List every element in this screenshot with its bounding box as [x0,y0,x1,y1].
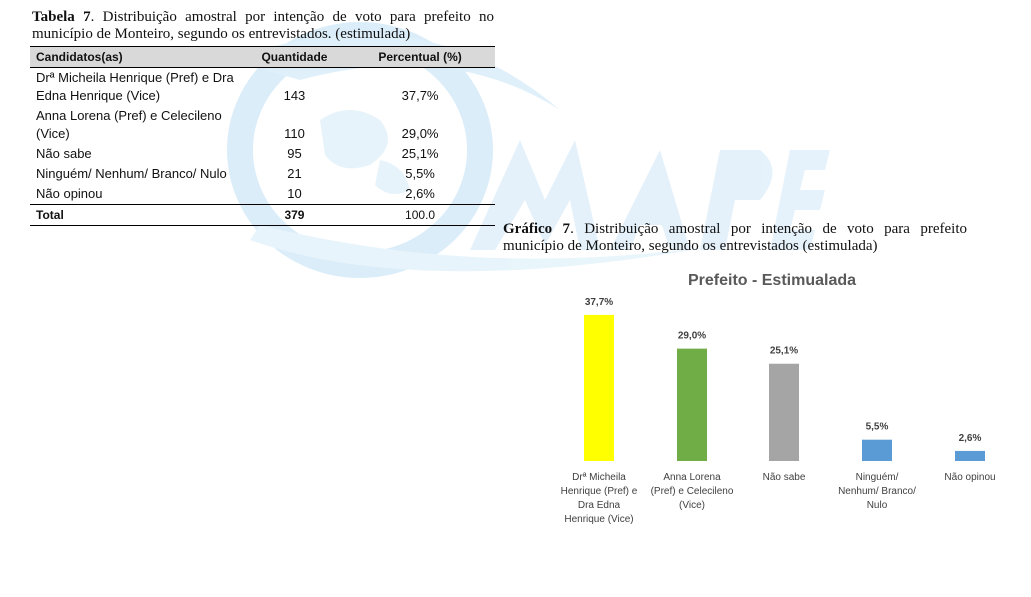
row-quantity: 10 [287,186,302,201]
total-percent: 100.0 [345,204,495,226]
header-quantity: Quantidade [243,46,346,68]
bar-value-label: 29,0% [678,331,706,342]
bar-4 [955,450,985,461]
row-candidate: Não opinou [36,186,103,201]
row-quantity: 110 [284,126,305,141]
category-label: Não sabe [763,472,806,483]
table-header-row: Candidatos(as) Quantidade Percentual (%) [30,46,495,68]
category-label: Anna Lorena (Pref) e Celecileno (Vice) [651,472,734,511]
bar-2 [769,363,799,461]
row-percent: 37,7% [401,88,439,103]
header-candidates: Candidatos(as) [30,46,244,68]
row-quantity: 95 [287,146,302,161]
table-row: Não sabe 95 25,1% [30,144,495,164]
row-percent: 5,5% [405,166,435,181]
table-row: Ninguém/ Nenhum/ Branco/ Nulo 21 5,5% [30,164,495,184]
row-percent: 25,1% [401,146,439,161]
category-label-line: Não sabe [763,472,806,483]
bar-value-label: 37,7% [585,297,613,308]
chart-caption-number: Gráfico 7 [503,221,571,237]
chart-caption-text: . Distribuição amostral por intenção de … [503,221,967,254]
category-label-line: (Pref) e Celecileno [651,486,734,497]
header-percent: Percentual (%) [345,46,495,68]
category-label-line: Dra Edna [578,500,621,511]
category-label-line: Henrique (Vice) [564,514,633,525]
vote-intention-table: Candidatos(as) Quantidade Percentual (%)… [30,46,495,226]
category-label-line: Anna Lorena [663,472,721,483]
bar-value-label: 25,1% [770,346,798,357]
row-percent: 29,0% [401,126,439,141]
candidate-line: Edna Henrique (Vice) [36,88,161,103]
row-candidate: Anna Lorena (Pref) e Celecileno (Vice) [30,106,244,144]
chart-caption: Gráfico 7. Distribuição amostral por int… [503,221,967,255]
category-label: Ninguém/Nenhum/ Branco/Nulo [838,472,916,511]
category-label-line: (Vice) [679,500,705,511]
chart-bars: 37,7% Drª Micheila Henrique (Pref) e Dra Ed… [561,297,996,525]
candidate-line: Drª Micheila Henrique (Pref) e Dra [36,70,234,85]
category-label: Drª Micheila Henrique (Pref) e Dra Edna Hen… [561,472,638,525]
table-row: Drª Micheila Henrique (Pref) e Dra Edna H… [30,68,495,107]
category-label-line: Drª Micheila [572,472,626,483]
row-candidate: Drª Micheila Henrique (Pref) e Dra Edna H… [30,68,244,107]
category-label-line: Henrique (Pref) e [561,486,638,497]
row-candidate: Ninguém/ Nenhum/ Branco/ Nulo [36,166,227,181]
total-label: Total [30,204,244,226]
category-label-line: Ninguém/ [856,472,899,483]
table-row: Não opinou 10 2,6% [30,184,495,205]
total-quantity: 379 [243,204,346,226]
category-label-line: Não opinou [944,472,995,483]
table-caption-text: . Distribuição amostral por intenção de … [32,9,494,42]
table-caption-number: Tabela 7 [32,9,91,25]
bar-1 [677,348,707,461]
table-total-row: Total 379 100.0 [30,204,495,226]
category-label-line: Nenhum/ Branco/ [838,486,916,497]
category-label: Não opinou [944,472,995,483]
candidate-line: (Vice) [36,126,70,141]
bar-value-label: 5,5% [866,422,889,433]
row-percent: 2,6% [405,186,435,201]
bar-chart: Prefeito - Estimualada 37,7% Drª Micheila… [561,272,996,525]
table-caption: Tabela 7. Distribuição amostral por inte… [32,9,494,43]
bar-value-label: 2,6% [959,433,982,444]
bar-0 [584,314,614,461]
table-row: Anna Lorena (Pref) e Celecileno (Vice) 11… [30,106,495,144]
row-quantity: 21 [287,166,302,181]
candidate-line: Anna Lorena (Pref) e Celecileno [36,108,222,123]
chart-title: Prefeito - Estimualada [688,272,856,289]
row-candidate: Não sabe [36,146,92,161]
row-quantity: 143 [283,88,306,103]
bar-3 [862,439,892,461]
category-label-line: Nulo [867,500,888,511]
